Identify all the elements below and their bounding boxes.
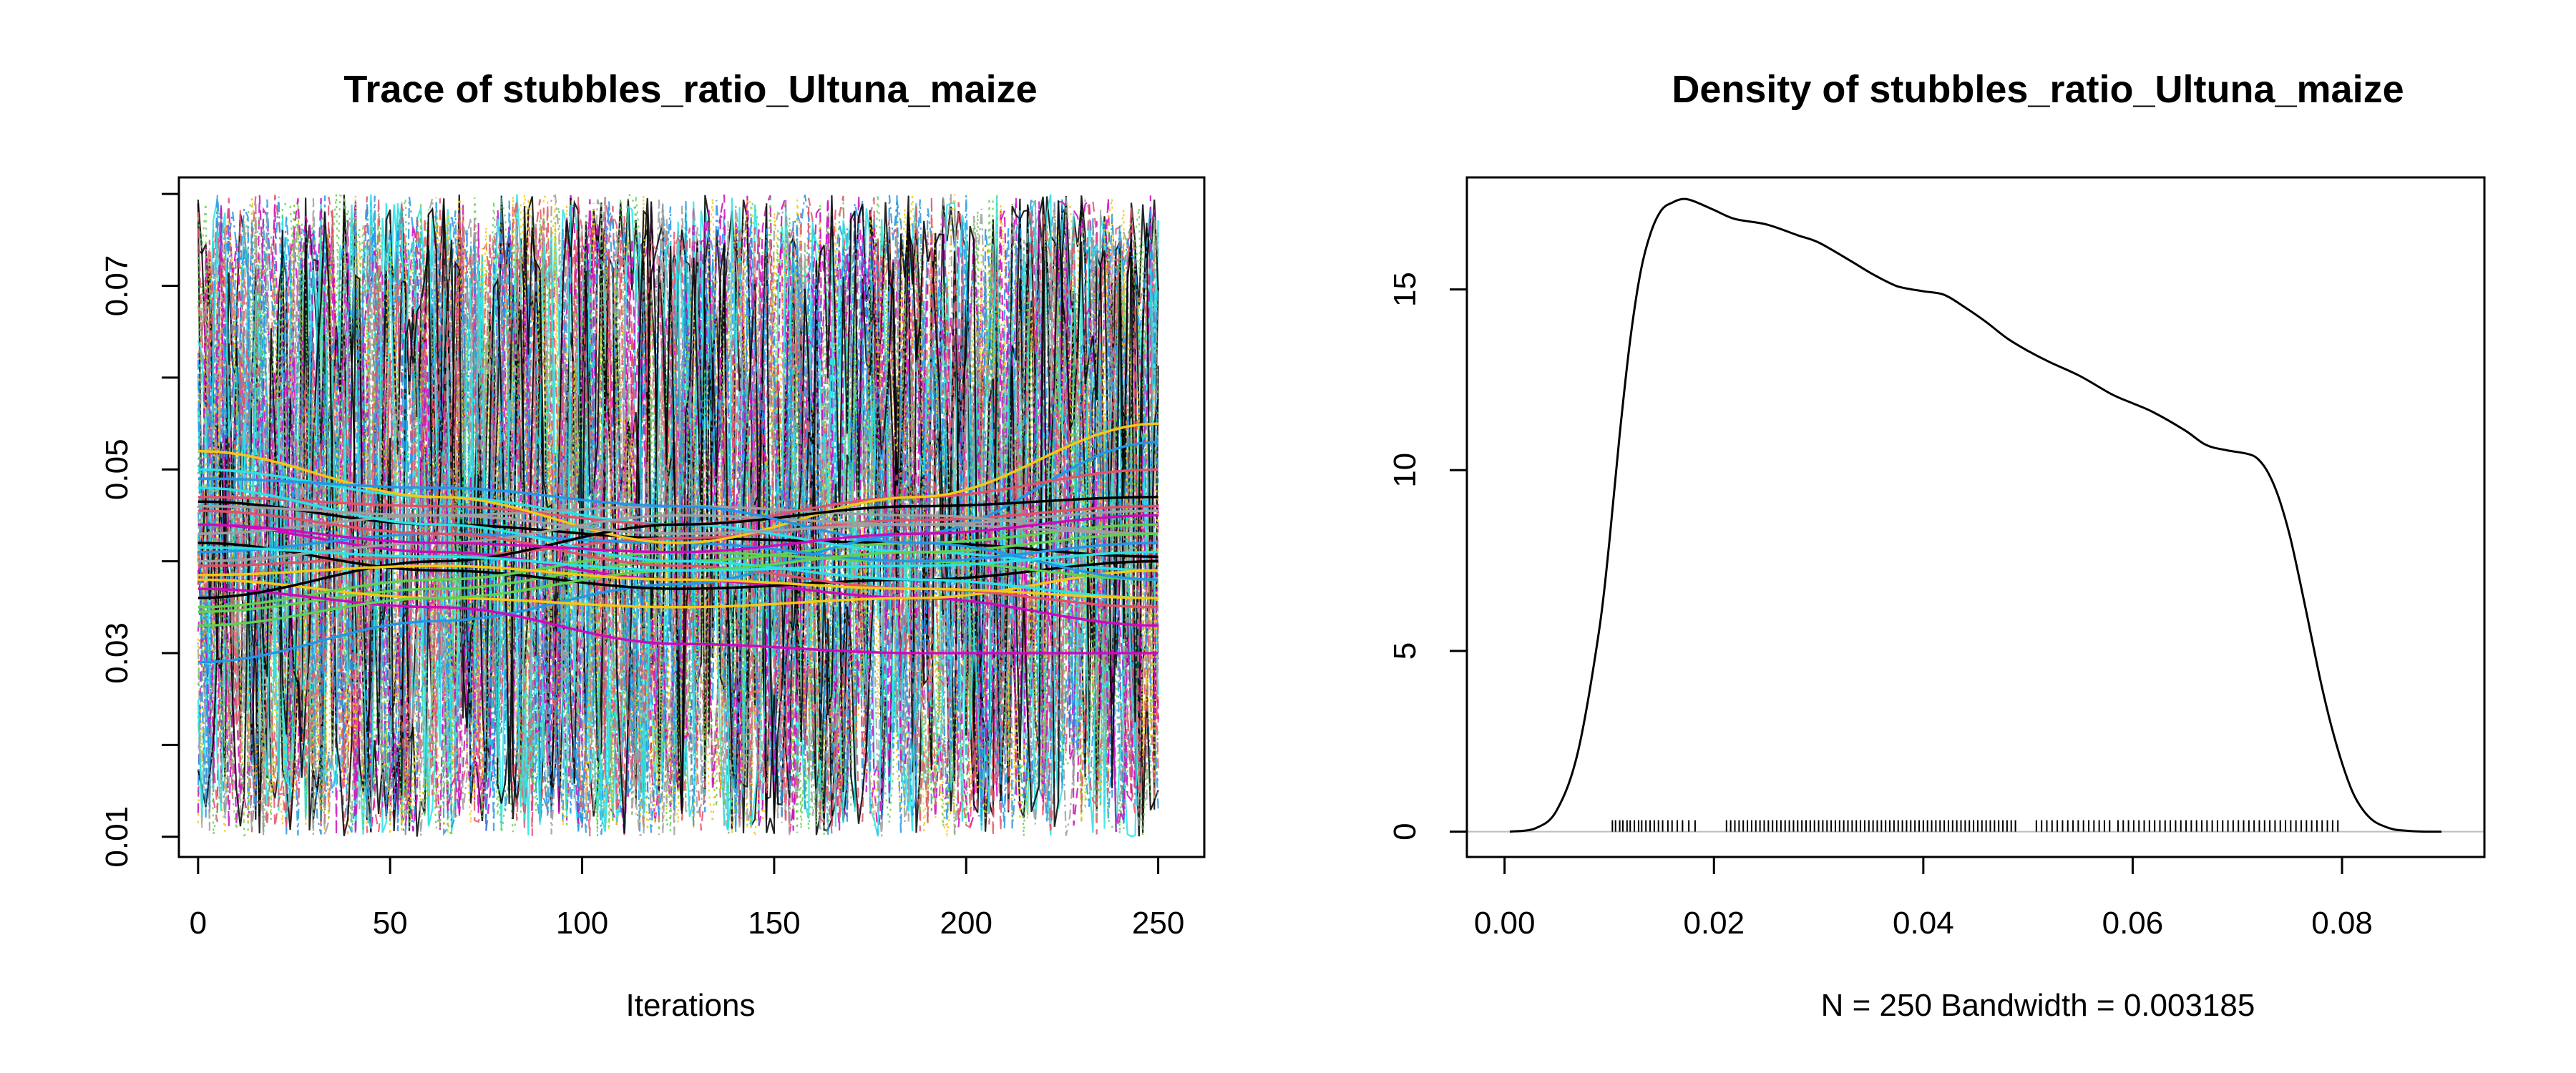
density-y-axis: 0 5 10 15: [1387, 272, 1468, 841]
trace-chain-line: [197, 201, 1159, 835]
trace-y-tick-label: 0.07: [99, 255, 135, 317]
trace-y-tick-label: 0.01: [99, 806, 135, 868]
density-x-axis: 0.00 0.02 0.04 0.06 0.08: [1474, 856, 2373, 941]
density-x-tick-label: 0.00: [1474, 906, 1536, 941]
trace-smooth-line: [197, 504, 1158, 567]
density-y-tick-label: 15: [1387, 272, 1423, 307]
trace-smooth-line: [197, 486, 1158, 599]
trace-x-tick-label: 100: [556, 906, 608, 941]
density-y-tick-label: 10: [1387, 453, 1423, 488]
trace-y-axis: 0.01 0.03 0.05 0.07: [99, 192, 180, 868]
density-data-layer: [1467, 197, 2484, 833]
trace-x-axis: 0 50 100 150 200 250: [190, 856, 1184, 941]
trace-smooth-line: [197, 514, 1158, 554]
trace-chain-line: [197, 199, 1159, 836]
trace-smooth-line: [197, 546, 1158, 572]
trace-chain-line: [197, 194, 1159, 839]
density-title: Density of stubbles_ratio_Ultuna_maize: [1672, 68, 2404, 111]
trace-smooth-line: [197, 440, 1158, 664]
trace-smooth-line: [197, 514, 1158, 563]
trace-x-tick-label: 50: [373, 906, 408, 941]
trace-panel: Trace of stubbles_ratio_Ultuna_maize 0 50…: [99, 68, 1206, 1023]
density-plot-frame: [1465, 176, 2486, 858]
trace-x-tick-label: 200: [940, 906, 992, 941]
trace-x-tick-label: 250: [1132, 906, 1184, 941]
trace-smooth-line: [197, 504, 1158, 535]
trace-x-tick-label: 0: [190, 906, 207, 941]
trace-x-axis-label: Iterations: [626, 988, 756, 1023]
density-x-tick-label: 0.06: [2102, 906, 2164, 941]
density-x-axis-label: N = 250 Bandwidth = 0.003185: [1821, 988, 2255, 1023]
trace-smooth-line: [197, 509, 1158, 609]
trace-smooth-line: [197, 564, 1158, 599]
trace-smooth-line: [197, 477, 1158, 582]
density-x-tick-label: 0.04: [1893, 906, 1954, 941]
trace-chain-line: [197, 194, 1159, 836]
density-y-tick-label: 5: [1387, 642, 1423, 660]
trace-chain-line: [197, 196, 1159, 838]
trace-title: Trace of stubbles_ratio_Ultuna_maize: [343, 68, 1037, 111]
trace-data-layer: [197, 192, 1159, 839]
density-x-tick-label: 0.02: [1683, 906, 1745, 941]
density-x-tick-label: 0.08: [2311, 906, 2373, 941]
density-y-tick-label: 0: [1387, 823, 1423, 840]
trace-smooth-line: [197, 542, 1158, 590]
trace-y-tick-label: 0.03: [99, 622, 135, 684]
density-curve: [1509, 197, 2442, 833]
density-panel: Density of stubbles_ratio_Ultuna_maize 0…: [1387, 68, 2486, 1023]
trace-smooth-line: [197, 587, 1158, 655]
trace-y-tick-label: 0.05: [99, 438, 135, 500]
trace-x-tick-label: 150: [748, 906, 800, 941]
trace-smooth-line: [197, 496, 1158, 599]
